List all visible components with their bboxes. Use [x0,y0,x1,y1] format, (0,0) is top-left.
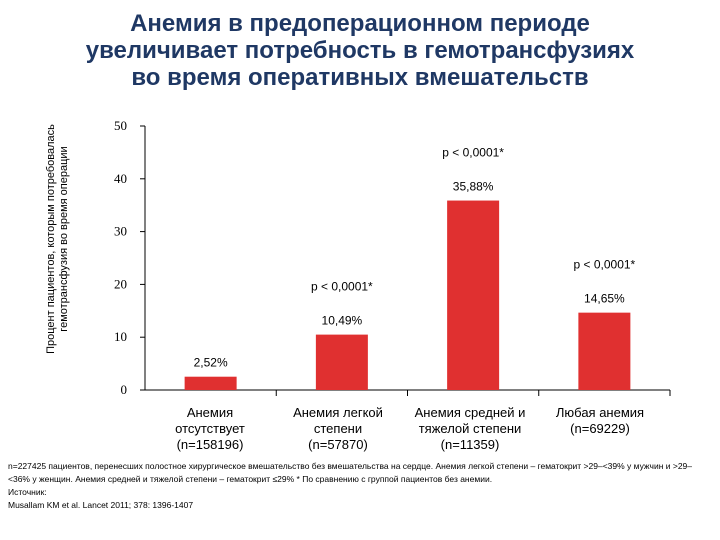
data-label: 14,65% [584,292,625,306]
y-tick-label: 10 [114,329,127,344]
bar [315,334,368,390]
p-value-label: p < 0,0001* [574,258,636,272]
category-label-no-anemia: Анемия отсутствует (n=158196) [145,405,275,453]
footnotes: n=227425 пациентов, перенесших полостное… [8,460,708,512]
category-label-line: Анемия легкой [293,405,383,420]
category-label-line: (n=57870) [308,437,368,452]
p-value-label: p < 0,0001* [311,280,373,294]
category-label-line: Анемия [186,405,234,420]
p-value-label: p < 0,0001* [442,146,504,160]
title-line: Анемия в предоперационном периоде [130,10,590,37]
footnote-text: n=227425 пациентов, перенесших полостное… [8,461,693,484]
slide-title: Анемия в предоперационном периоде увелич… [20,10,700,91]
category-label-line: (n=69229) [570,421,630,436]
category-label-any-anemia: Любая анемия (n=69229) [535,405,665,437]
category-label-line: (n=158196) [176,437,244,452]
category-label-line: отсутствует [175,421,245,436]
category-label-line: Анемия средней и [414,405,526,420]
title-line: во время оперативных вмешательств [131,64,589,91]
footnote-citation: Musallam KM et al. Lancet 2011; 378: 139… [8,500,194,510]
y-tick-label: 30 [114,224,127,239]
title-line: увеличивает потребность в гемотрансфузия… [85,37,635,64]
category-label-moderate-severe-anemia: Анемия средней и тяжелой степени (n=1135… [405,405,535,453]
data-label: 10,49% [322,314,363,328]
category-label-line: степени [313,421,363,436]
bar [184,376,237,390]
data-label: 2,52% [194,356,228,370]
y-tick-label: 40 [114,171,127,186]
category-label-mild-anemia: Анемия легкой степени (n=57870) [273,405,403,453]
bar [578,312,631,390]
category-label-line: тяжелой степени [418,421,522,436]
y-tick-label: 50 [114,118,127,133]
category-label-line: (n=11359) [440,437,500,452]
data-label: 35,88% [453,180,494,194]
y-tick-label: 0 [121,382,128,397]
category-label-line: Любая анемия [555,405,645,420]
footnote-source-label: Источник: [8,487,47,497]
y-tick-label: 20 [114,276,127,291]
bar [447,200,500,390]
